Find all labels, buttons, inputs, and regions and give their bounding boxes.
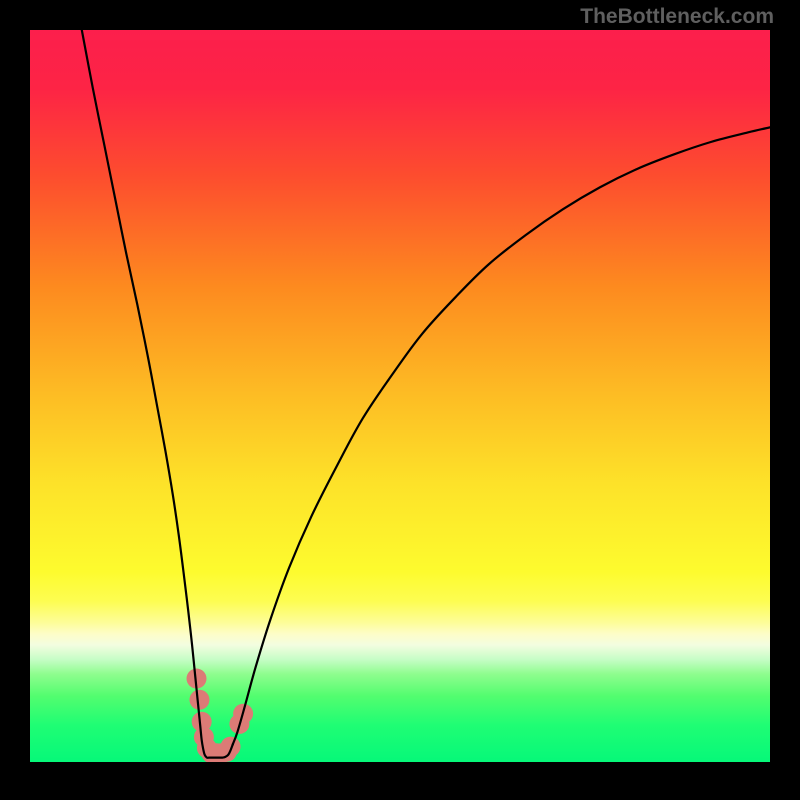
marker-dot <box>221 737 241 757</box>
right-curve <box>233 127 770 744</box>
left-curve <box>82 30 233 758</box>
plot-area <box>30 30 770 762</box>
curves-layer <box>30 30 770 762</box>
marker-dot <box>189 690 209 710</box>
watermark-text: TheBottleneck.com <box>580 5 774 29</box>
